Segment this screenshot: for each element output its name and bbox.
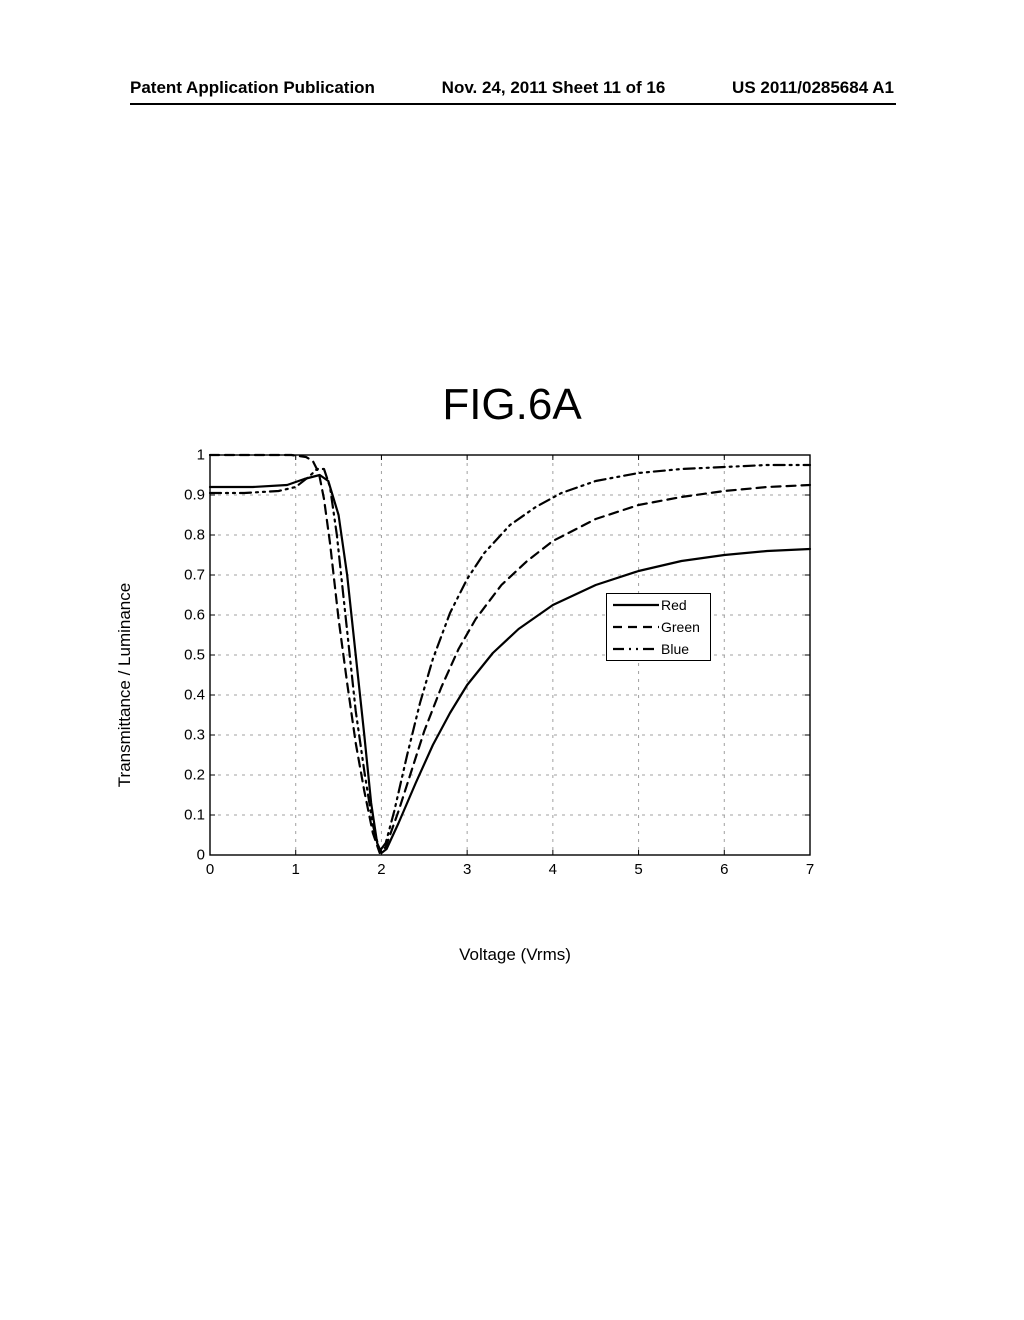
y-tick-label: 0 — [170, 847, 205, 864]
page-header: Patent Application Publication Nov. 24, … — [130, 78, 894, 98]
series-green — [210, 455, 810, 853]
legend-label: Blue — [659, 641, 689, 657]
x-tick-label: 1 — [292, 861, 300, 878]
y-axis-label: Transmittance / Luminance — [115, 583, 135, 787]
y-tick-label: 0.8 — [170, 527, 205, 544]
x-tick-label: 7 — [806, 861, 814, 878]
y-tick-label: 0.6 — [170, 607, 205, 624]
header-mid: Nov. 24, 2011 Sheet 11 of 16 — [442, 78, 666, 98]
legend: Red Green Blue — [606, 593, 711, 661]
x-tick-label: 5 — [634, 861, 642, 878]
x-tick-label: 0 — [206, 861, 214, 878]
series-blue — [210, 465, 810, 851]
header-right: US 2011/0285684 A1 — [732, 78, 894, 98]
y-tick-label: 0.1 — [170, 807, 205, 824]
chart-svg — [210, 455, 810, 855]
page: Patent Application Publication Nov. 24, … — [0, 0, 1024, 1320]
y-tick-label: 0.7 — [170, 567, 205, 584]
header-rule — [130, 103, 896, 105]
legend-swatch — [613, 598, 659, 612]
x-tick-label: 6 — [720, 861, 728, 878]
legend-swatch — [613, 642, 659, 656]
legend-label: Green — [659, 619, 700, 635]
legend-row-blue: Blue — [607, 638, 710, 660]
y-tick-label: 0.3 — [170, 727, 205, 744]
figure-title: FIG.6A — [0, 380, 1024, 430]
x-tick-label: 4 — [549, 861, 557, 878]
header-left: Patent Application Publication — [130, 78, 375, 98]
x-tick-label: 2 — [377, 861, 385, 878]
legend-label: Red — [659, 597, 687, 613]
y-tick-label: 0.4 — [170, 687, 205, 704]
y-tick-label: 0.2 — [170, 767, 205, 784]
y-tick-label: 1 — [170, 447, 205, 464]
x-axis-label: Voltage (Vrms) — [150, 945, 880, 965]
legend-row-green: Green — [607, 616, 710, 638]
y-tick-label: 0.5 — [170, 647, 205, 664]
y-tick-label: 0.9 — [170, 487, 205, 504]
series-red — [210, 475, 810, 853]
legend-swatch — [613, 620, 659, 634]
chart-container: Transmittance / Luminance Voltage (Vrms)… — [150, 455, 880, 915]
x-tick-label: 3 — [463, 861, 471, 878]
legend-row-red: Red — [607, 594, 710, 616]
